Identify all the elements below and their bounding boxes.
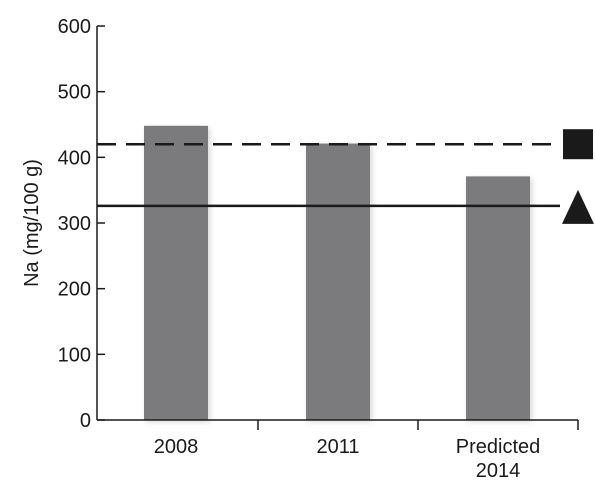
x-tick-label: 2008: [154, 436, 199, 458]
reference-lines-layer: [97, 129, 594, 224]
axes-layer: [96, 25, 579, 430]
y-tick-label: 200: [58, 279, 91, 301]
x-tick-label: 2011: [316, 436, 359, 458]
bar-2011: [306, 143, 370, 420]
labels-layer: 0 100 200 300 400 500 600 2008 2011 Predicted2014…: [21, 16, 540, 482]
y-tick-label: 0: [80, 410, 91, 432]
square-marker: [563, 129, 593, 160]
y-axis-title: Na (mg/100 g): [21, 159, 43, 287]
bars-layer: [144, 125, 532, 423]
bar-2008: [144, 125, 208, 421]
y-tick-label: 600: [58, 16, 91, 38]
x-tick-label: 2014: [476, 460, 521, 482]
x-tick-label: Predicted: [456, 436, 541, 458]
y-tick-label: 400: [58, 147, 91, 169]
triangle-marker: [562, 189, 594, 224]
y-tick-label: 100: [58, 344, 91, 366]
y-tick-label: 500: [58, 82, 91, 104]
bar-predicted-2014: [466, 176, 530, 420]
y-tick-label: 300: [58, 213, 91, 235]
